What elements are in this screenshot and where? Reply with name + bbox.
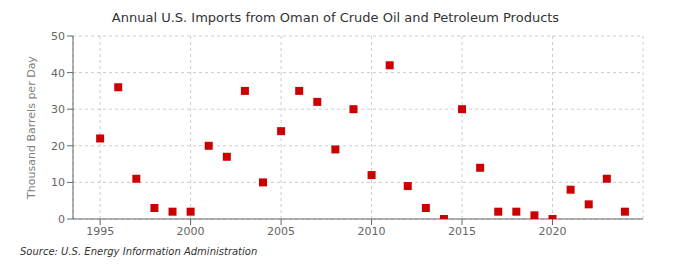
svg-text:2010: 2010 bbox=[358, 225, 386, 238]
svg-text:2020: 2020 bbox=[539, 225, 567, 238]
svg-text:2000: 2000 bbox=[177, 225, 205, 238]
html-text:Source: U.S. Energy Informatio: Source: U.S. Energy Information Administ… bbox=[20, 246, 258, 257]
svg-text:20: 20 bbox=[51, 140, 65, 153]
svg-text:2005: 2005 bbox=[267, 225, 295, 238]
svg-text:1995: 1995 bbox=[86, 225, 114, 238]
svg-text:2015: 2015 bbox=[448, 225, 476, 238]
svg-text:0: 0 bbox=[58, 213, 65, 226]
svg-text:Thousand Barrels per Day: Thousand Barrels per Day bbox=[25, 56, 38, 200]
svg-text:50: 50 bbox=[51, 30, 65, 43]
svg-text:10: 10 bbox=[51, 176, 65, 189]
svg-text:30: 30 bbox=[51, 103, 65, 116]
html-text:Annual U.S. Imports from Oman: Annual U.S. Imports from Oman of Crude O… bbox=[111, 10, 560, 25]
svg-text:40: 40 bbox=[51, 67, 65, 80]
